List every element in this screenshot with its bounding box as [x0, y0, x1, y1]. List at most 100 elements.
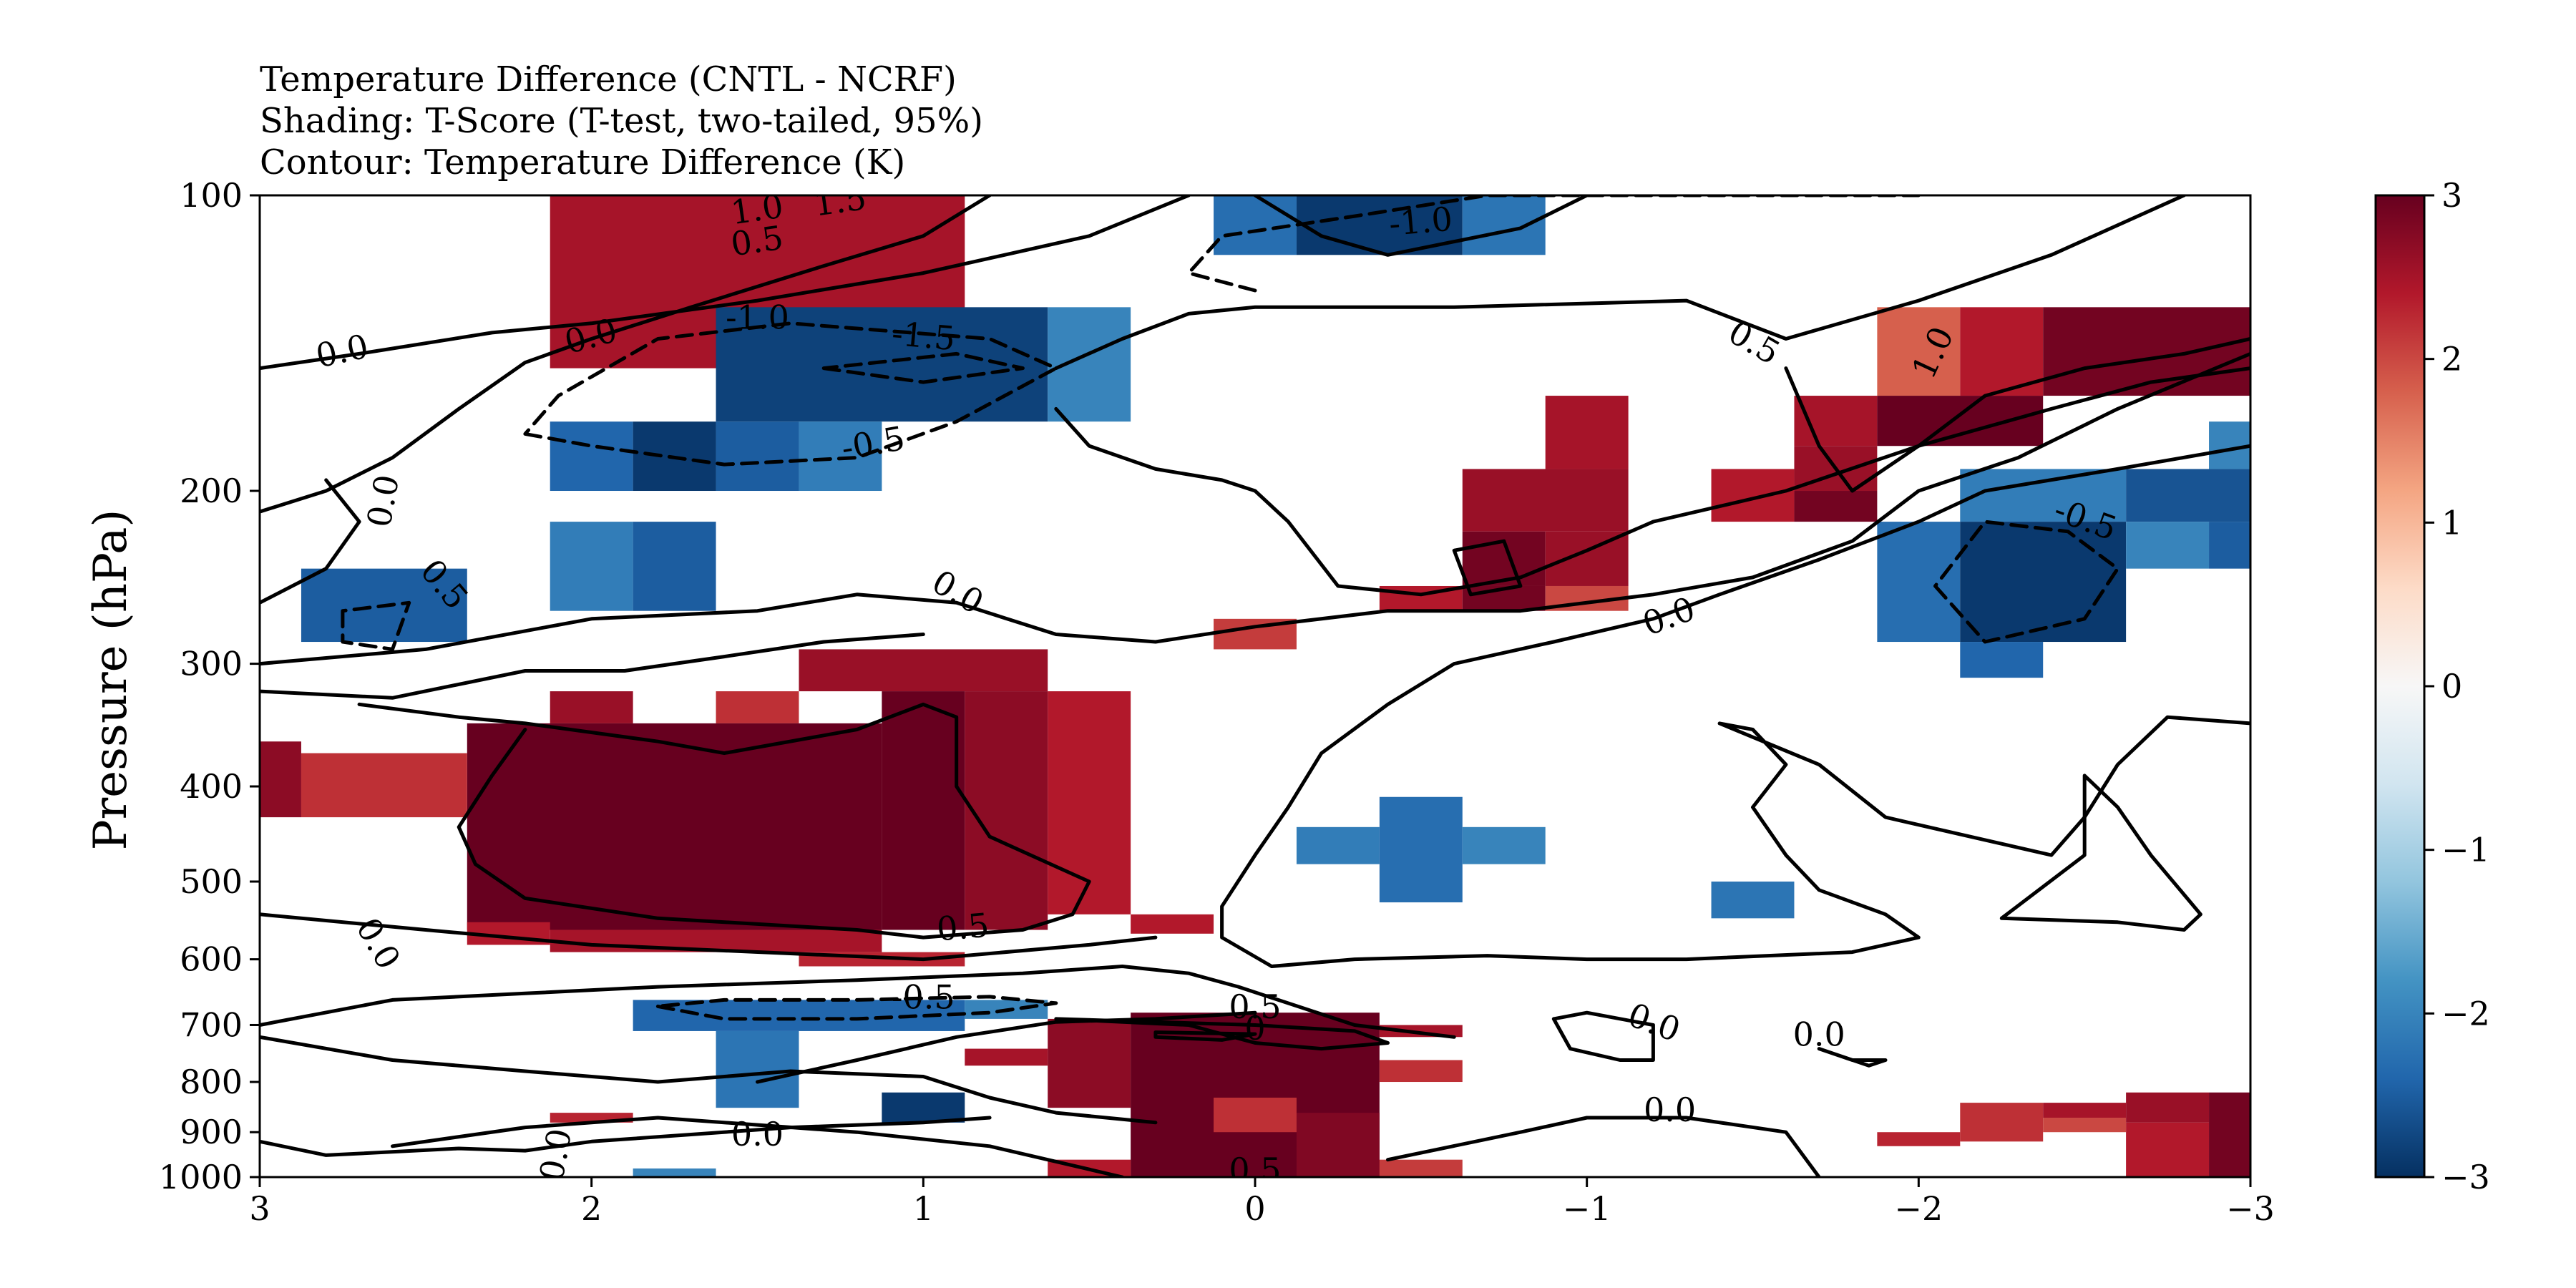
colorbar-tick-label: −2: [2441, 994, 2490, 1033]
y-tick-label: 100: [180, 176, 243, 215]
tscore-cell: [2043, 1118, 2127, 1133]
colorbar-tick-label: −3: [2441, 1158, 2490, 1196]
contour-line: [1153, 1030, 1257, 1042]
x-tick-label: −2: [1894, 1189, 1943, 1228]
tscore-cell: [1048, 307, 1131, 422]
contour-label: 1.5: [811, 178, 869, 224]
colorbar-axis: 3 2 1 0 −1 −2 −3: [2424, 176, 2490, 1196]
contour-layer: [260, 195, 2250, 1177]
tscore-cell: [1877, 1132, 1961, 1146]
tscore-cell: [2209, 522, 2250, 569]
tscore-cell: [1960, 642, 2044, 678]
tscore-cell: [1379, 1159, 1463, 1177]
contour-line: [260, 912, 1158, 962]
colorbar-tick-label: 0: [2441, 667, 2462, 706]
contour-label: 0.5: [1229, 1151, 1281, 1189]
title-line-1: Temperature Difference (CNTL - NCRF): [260, 59, 957, 99]
contour-label: 0.0: [1638, 589, 1700, 643]
tscore-cell: [260, 741, 301, 818]
tscore-cell: [716, 421, 799, 492]
contour-line: [357, 702, 1091, 940]
tscore-cell: [2043, 1103, 2127, 1118]
tscore-cell: [550, 522, 633, 611]
contour-label: 0.0: [1793, 1015, 1845, 1053]
tscore-cell: [2126, 522, 2210, 569]
tscore-cell: [1048, 1018, 1131, 1108]
contour-line: [1054, 366, 2250, 597]
contour-label: 0.0: [1644, 1091, 1696, 1129]
tscore-cell: [1379, 796, 1463, 903]
shading-layer: [260, 195, 2250, 1177]
tscore-cell: [799, 421, 882, 492]
tscore-cell: [1960, 1103, 2044, 1142]
tscore-cell: [799, 649, 1048, 692]
colorbar-tick-label: 1: [2441, 503, 2462, 542]
contour-line: [1054, 1017, 1390, 1051]
tscore-cell: [467, 723, 882, 930]
contour-line: [1054, 195, 2186, 371]
tscore-cell: [1794, 491, 1878, 522]
contour-line: [260, 1116, 992, 1157]
colorbar-tick-label: −1: [2441, 831, 2490, 869]
contour-label: 0.0: [313, 326, 372, 375]
contour-line: [1269, 715, 2250, 968]
tscore-cell: [716, 691, 799, 723]
tscore-cell: [2126, 469, 2250, 522]
colorbar-tick-label: 3: [2441, 176, 2462, 215]
contour-label: -1.5: [890, 314, 957, 358]
tscore-cell: [1379, 1060, 1463, 1083]
contour-label: 0.5: [728, 218, 786, 264]
y-tick-label: 600: [180, 940, 243, 979]
tscore-cell: [2043, 307, 2250, 396]
y-tick-label: 500: [180, 862, 243, 901]
tscore-cell: [1131, 914, 1214, 934]
tscore-cell: [550, 930, 882, 952]
contour-line: [260, 195, 992, 514]
tscore-cell: [1462, 195, 1546, 255]
tscore-cell: [1960, 522, 2127, 643]
tscore-cell: [1877, 396, 2044, 447]
x-axis: 3 2 1 0 −1 −2 −3: [249, 1177, 2275, 1228]
contour-label: -1.0: [1387, 200, 1454, 244]
tscore-cell: [2209, 1092, 2250, 1177]
contour-line: [1220, 444, 2250, 968]
tscore-cell: [1877, 307, 1961, 396]
x-tick-label: 1: [913, 1189, 934, 1228]
contour-line-negative: [1186, 195, 1921, 293]
contour-label: 0.0: [359, 472, 406, 530]
y-tick-label: 1000: [159, 1158, 243, 1196]
tscore-cell: [633, 1168, 716, 1177]
tscore-cell: [882, 1092, 965, 1123]
tscore-cell: [716, 1030, 799, 1108]
y-tick-label: 700: [180, 1005, 243, 1044]
tscore-cell: [2126, 1122, 2210, 1177]
tscore-cell: [2126, 1092, 2210, 1123]
tscore-cell: [716, 307, 1048, 422]
y-tick-label: 900: [180, 1113, 243, 1151]
contour-line: [1817, 1047, 1888, 1068]
contour-line-negative: [821, 351, 1025, 384]
title-line-3: Contour: Temperature Difference (K): [260, 142, 906, 182]
contour-line: [1784, 337, 2250, 493]
contour-line: [1452, 539, 1523, 597]
contour-line: [1999, 774, 2202, 932]
tscore-cell: [1545, 531, 1629, 586]
x-tick-label: −3: [2226, 1189, 2275, 1228]
tscore-cell: [1960, 307, 2044, 396]
tscore-cell: [1296, 826, 1380, 864]
y-tick-label: 800: [180, 1063, 243, 1101]
contour-line-negative: [523, 321, 1058, 467]
tscore-cell: [2209, 421, 2250, 469]
contour-line: [1551, 1010, 1655, 1062]
tscore-cell: [301, 753, 467, 818]
tscore-cell: [550, 421, 633, 492]
contour-line: [260, 965, 1456, 1039]
y-tick-label: 400: [180, 767, 243, 806]
tscore-cell: [1048, 691, 1131, 914]
tscore-cell: [1214, 1097, 1297, 1133]
x-tick-label: 0: [1244, 1189, 1265, 1228]
tscore-cell: [1296, 1113, 1380, 1177]
x-tick-label: 3: [249, 1189, 270, 1228]
contour-line: [1253, 195, 1589, 257]
